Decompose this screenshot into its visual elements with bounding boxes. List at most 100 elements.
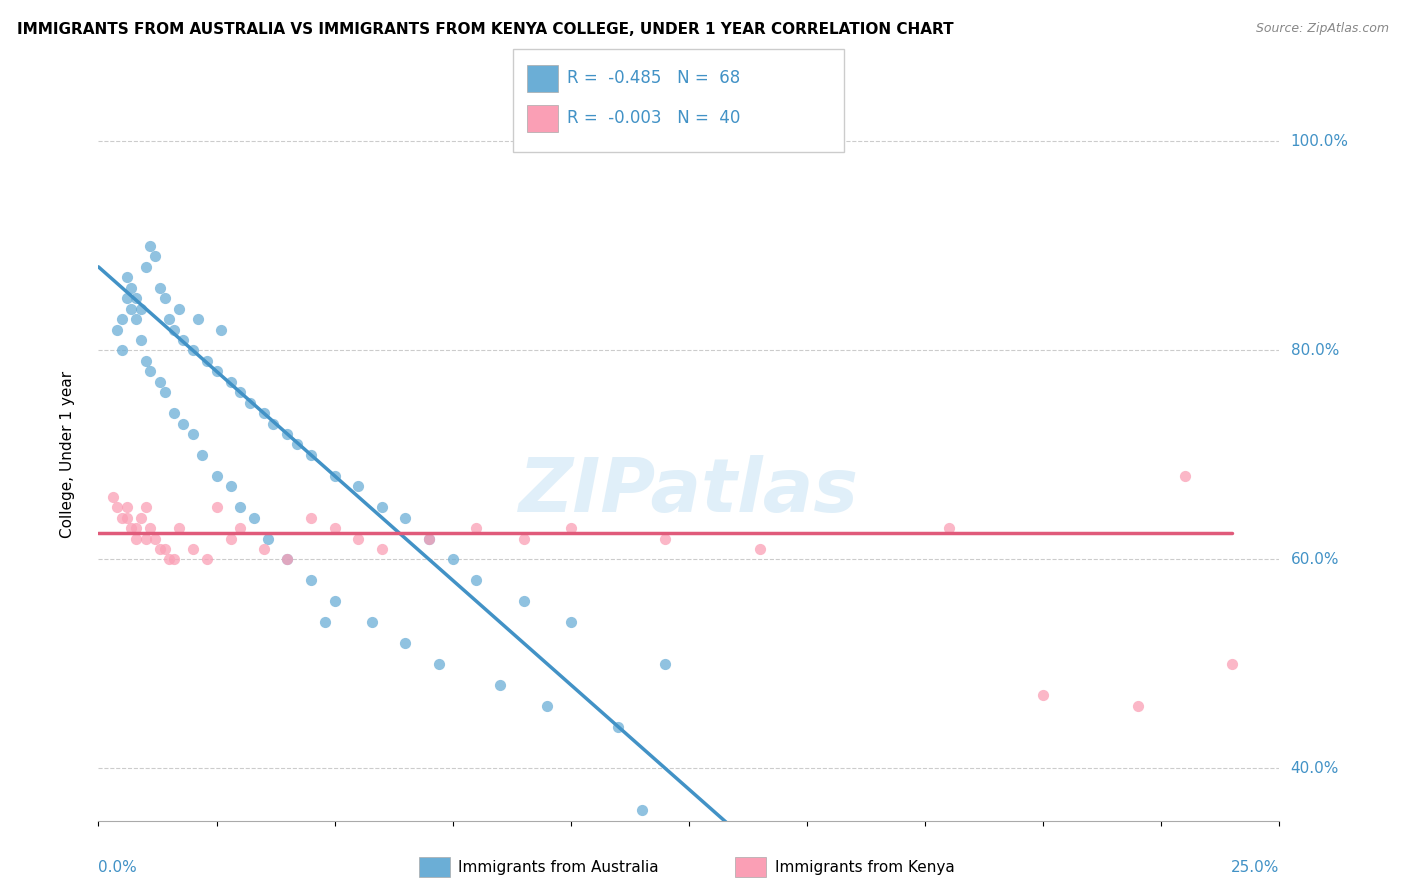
Text: 80.0%: 80.0% [1291,343,1339,358]
Point [1174,468,1197,483]
Point [163,406,186,420]
Point [219,532,242,546]
Point [299,448,322,462]
Point [654,657,676,671]
Point [1032,688,1054,702]
Point [361,615,384,629]
Point [143,249,166,263]
Point [323,521,346,535]
Point [257,532,280,546]
Point [153,541,176,556]
Text: R =  -0.485   N =  68: R = -0.485 N = 68 [567,69,740,87]
Point [125,521,148,535]
Point [276,552,298,566]
Point [465,574,488,588]
Point [239,395,262,409]
Point [149,375,172,389]
Point [167,521,190,535]
Point [135,354,157,368]
Point [172,333,194,347]
Point [394,510,416,524]
Point [276,427,298,442]
Text: 100.0%: 100.0% [1291,134,1348,149]
Point [115,500,138,515]
Point [191,448,214,462]
Point [219,375,242,389]
Point [418,532,440,546]
Point [347,532,370,546]
Point [111,510,134,524]
Point [135,500,157,515]
Point [181,343,204,358]
Point [276,552,298,566]
Point [181,541,204,556]
Point [101,490,124,504]
Point [299,510,322,524]
Point [229,500,252,515]
Text: 25.0%: 25.0% [1232,860,1279,874]
Point [205,500,228,515]
Point [347,479,370,493]
Point [129,301,152,316]
Point [243,510,266,524]
Point [135,260,157,274]
Point [139,364,162,378]
Point [299,574,322,588]
Point [607,720,630,734]
Point [115,270,138,285]
Point [1126,698,1149,713]
Point [129,333,152,347]
Point [163,552,186,566]
Point [121,521,143,535]
Point [1220,657,1243,671]
Point [125,312,148,326]
Point [560,615,582,629]
Point [465,521,488,535]
Point [157,552,180,566]
Point [314,615,336,629]
Text: Source: ZipAtlas.com: Source: ZipAtlas.com [1256,22,1389,36]
Point [149,281,172,295]
Text: 0.0%: 0.0% [98,860,138,874]
Y-axis label: College, Under 1 year: College, Under 1 year [60,371,75,539]
Point [167,301,190,316]
Point [105,322,128,336]
Point [323,594,346,608]
Text: ZIPatlas: ZIPatlas [519,455,859,528]
Point [512,594,534,608]
Point [323,468,346,483]
Point [121,281,143,295]
Point [157,312,180,326]
Point [371,500,394,515]
Point [630,803,652,817]
Point [195,354,218,368]
Point [371,541,394,556]
Point [143,532,166,546]
Point [229,521,252,535]
Text: 60.0%: 60.0% [1291,552,1339,567]
Point [172,417,194,431]
Text: Immigrants from Australia: Immigrants from Australia [458,860,659,874]
Point [489,678,512,692]
Point [125,532,148,546]
Point [219,479,242,493]
Point [536,698,558,713]
Point [139,239,162,253]
Point [262,417,284,431]
Point [654,532,676,546]
Point [394,636,416,650]
Point [129,510,152,524]
Text: IMMIGRANTS FROM AUSTRALIA VS IMMIGRANTS FROM KENYA COLLEGE, UNDER 1 YEAR CORRELA: IMMIGRANTS FROM AUSTRALIA VS IMMIGRANTS … [17,22,953,37]
Point [205,364,228,378]
Point [139,521,162,535]
Point [427,657,450,671]
Text: 40.0%: 40.0% [1291,761,1339,776]
Point [115,510,138,524]
Point [209,322,232,336]
Point [163,322,186,336]
Point [441,552,464,566]
Point [229,385,252,400]
Point [153,291,176,305]
Point [187,312,209,326]
Point [418,532,440,546]
